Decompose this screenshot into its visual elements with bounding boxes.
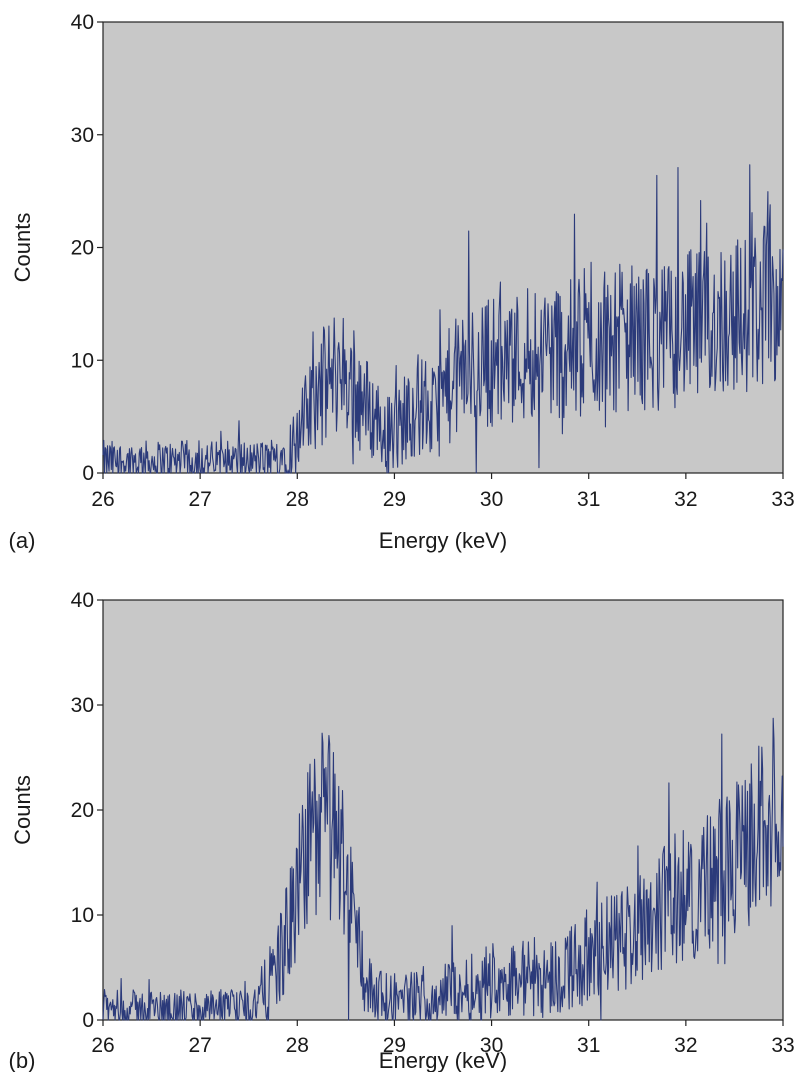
panel-a: 0 10 20 30 40 26 27 28 29 30 31 32 33 Energy (keV) Cou… [9, 11, 795, 553]
x-tick-label: 30 [480, 488, 503, 511]
x-tick-label: 29 [383, 488, 406, 511]
x-tick-label: 31 [577, 1034, 600, 1057]
y-tick-label: 20 [71, 237, 94, 260]
x-tick-label: 32 [674, 488, 697, 511]
x-tick-label: 30 [480, 1034, 503, 1057]
x-tick-label: 33 [771, 1034, 794, 1057]
y-axis-label: Counts [10, 213, 35, 283]
y-tick-label: 40 [71, 11, 94, 34]
y-axis-label: Counts [10, 775, 35, 845]
x-axis-label: Energy (keV) [379, 1048, 507, 1072]
y-tick-label: 0 [82, 1009, 94, 1032]
x-tick-label: 26 [91, 488, 114, 511]
y-tick-label: 10 [71, 904, 94, 927]
y-tick-label: 30 [71, 694, 94, 717]
y-tick-label: 20 [71, 799, 94, 822]
series-line [102, 717, 784, 1021]
plot-area [102, 599, 784, 1021]
x-tick-label: 33 [771, 488, 794, 511]
panel-b: 0 10 20 30 40 26 27 28 29 30 31 32 33 Energy (keV) Cou… [9, 589, 795, 1072]
y-tick-label: 0 [82, 462, 94, 485]
x-axis-label: Energy (keV) [379, 528, 507, 553]
x-tick-label: 31 [577, 488, 600, 511]
x-tick-label: 32 [674, 1034, 697, 1057]
x-tick-label: 27 [188, 488, 211, 511]
series-line [102, 164, 784, 474]
panel-label: (a) [9, 528, 36, 553]
y-tick-label: 30 [71, 124, 94, 147]
x-tick-label: 28 [286, 1034, 309, 1057]
x-tick-label: 29 [383, 1034, 406, 1057]
y-tick-label: 10 [71, 349, 94, 372]
x-tick-label: 26 [91, 1034, 114, 1057]
x-tick-label: 27 [188, 1034, 211, 1057]
y-tick-label: 40 [71, 589, 94, 612]
panel-label: (b) [9, 1048, 36, 1072]
x-tick-label: 28 [286, 488, 309, 511]
